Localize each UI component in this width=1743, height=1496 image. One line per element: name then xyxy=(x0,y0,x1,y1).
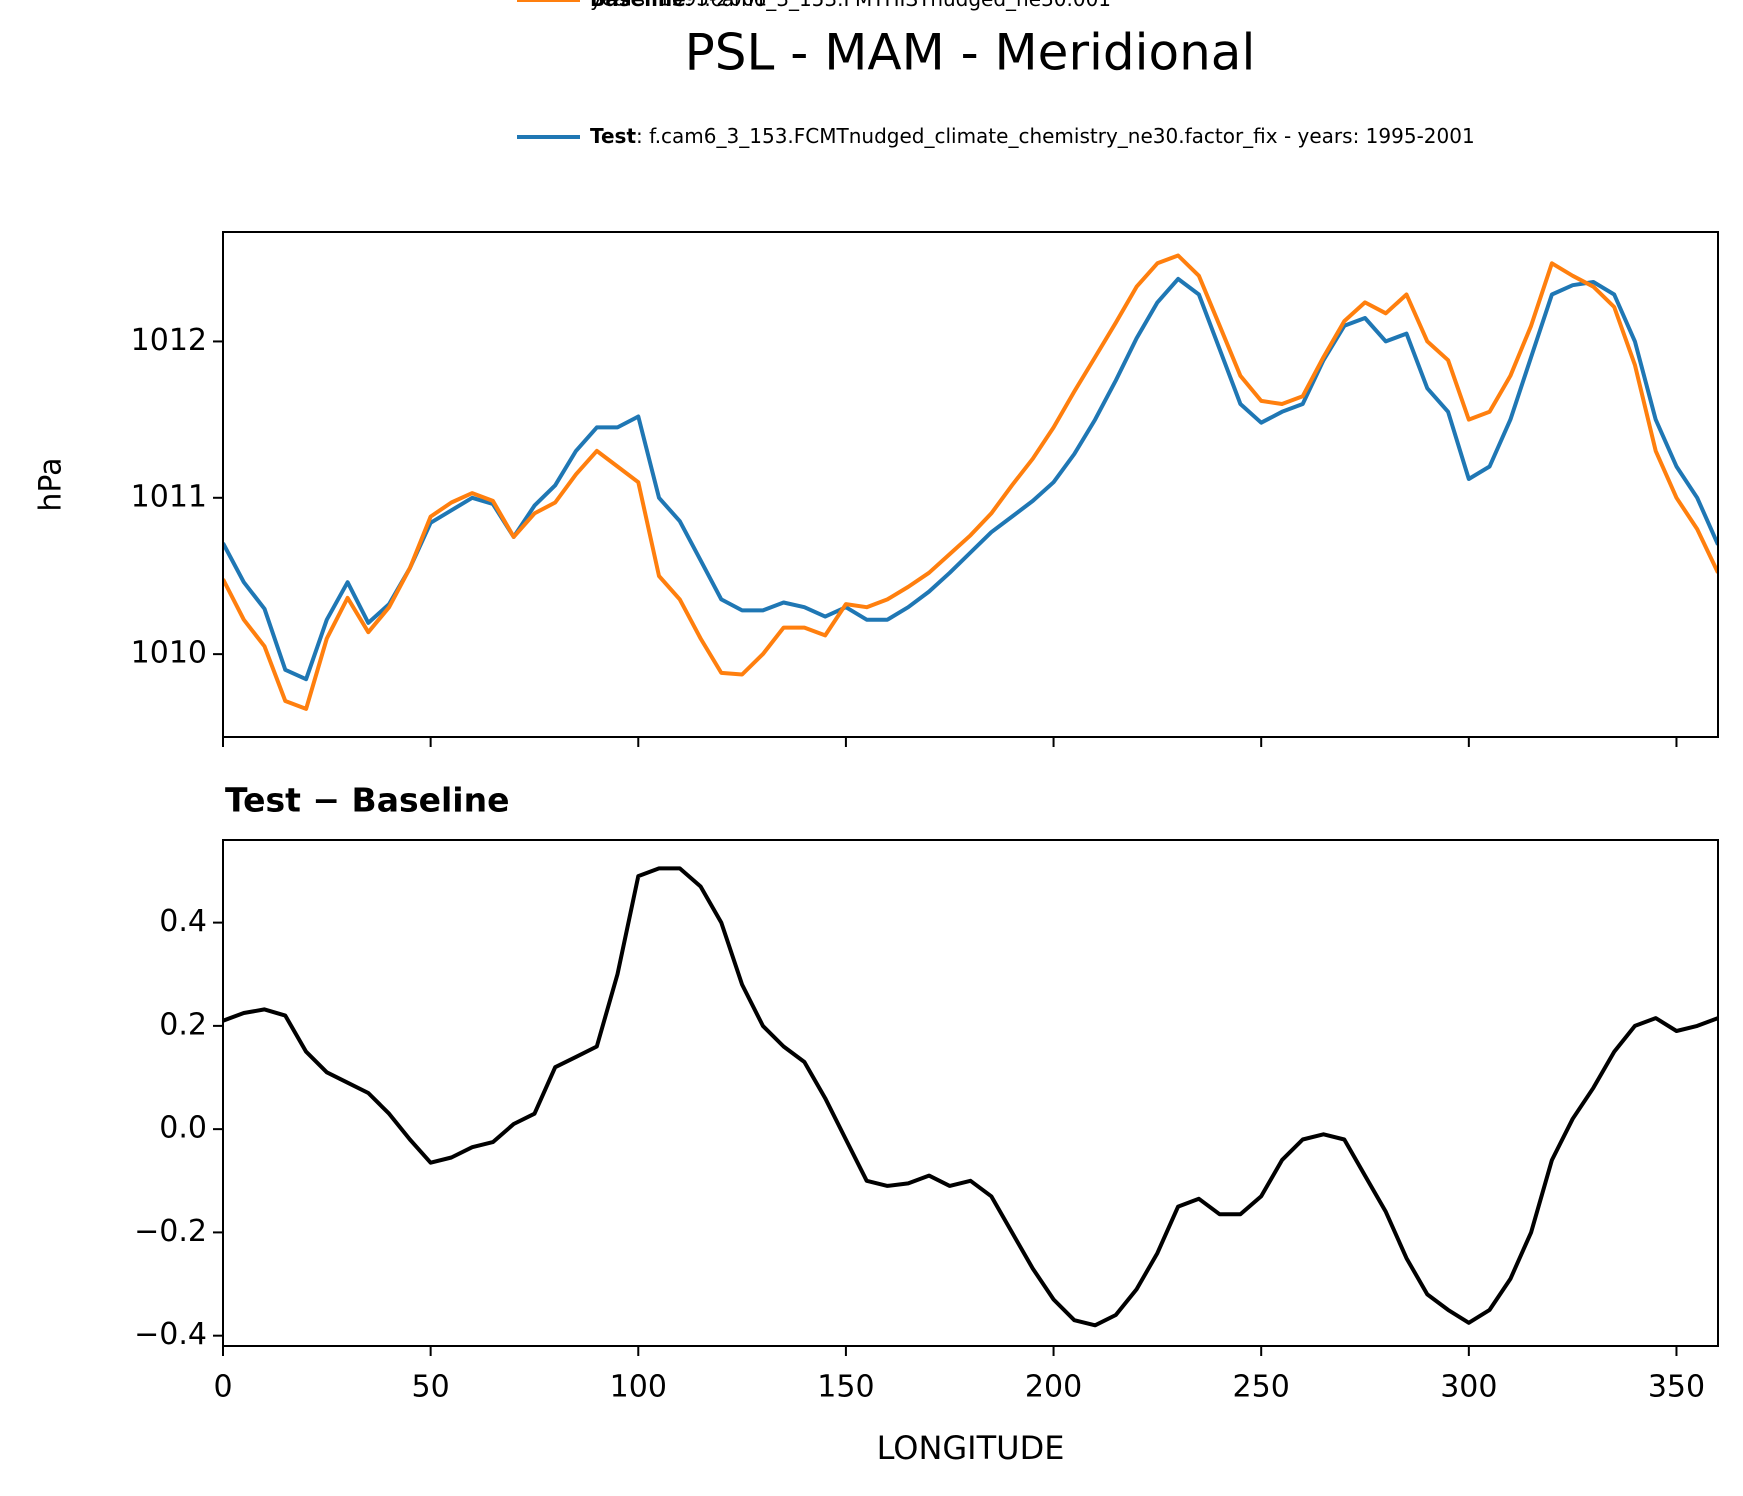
x-tick-label: 50 xyxy=(412,1370,450,1405)
axes-frame xyxy=(222,839,1719,1347)
legend-name: Baseline xyxy=(590,0,686,11)
y-tick-label: 0.0 xyxy=(159,1111,207,1146)
y-axis-label: hPa xyxy=(34,457,69,511)
axes-frame xyxy=(222,231,1719,738)
legend-text: : f.cam6_3_153.FMTHISTnudged_ne30.001 xyxy=(686,0,1111,11)
x-axis-label: LONGITUDE xyxy=(877,1429,1065,1467)
y-tick-label: 1012 xyxy=(131,323,207,358)
x-tick-label: 350 xyxy=(1648,1370,1705,1405)
y-tick-label: −0.4 xyxy=(134,1317,207,1352)
y-tick-label: 0.2 xyxy=(159,1007,207,1042)
data-line xyxy=(223,276,1718,682)
y-tick-label: 1010 xyxy=(131,636,207,671)
x-tick-label: 100 xyxy=(610,1370,667,1405)
legend-text: : f.cam6_3_153.FCMTnudged_climate_chemis… xyxy=(636,124,1475,148)
data-line xyxy=(223,866,1718,1328)
y-tick-label: 1011 xyxy=(131,479,207,514)
y-tick-label: −0.2 xyxy=(134,1214,207,1249)
subplot-title: Test − Baseline xyxy=(225,781,510,820)
x-tick-label: 200 xyxy=(1025,1370,1082,1405)
x-tick-label: 0 xyxy=(213,1370,232,1405)
figure-title: PSL - MAM - Meridional xyxy=(685,24,1256,82)
x-tick-label: 300 xyxy=(1440,1370,1497,1405)
x-tick-label: 250 xyxy=(1233,1370,1290,1405)
legend-name: Test xyxy=(590,124,636,148)
x-tick-label: 150 xyxy=(817,1370,874,1405)
legend-entry: Test: f.cam6_3_153.FCMTnudged_climate_ch… xyxy=(590,124,1475,148)
data-line xyxy=(223,253,1718,711)
y-tick-label: 0.4 xyxy=(159,904,207,939)
legend-text: years: 1995-2001 xyxy=(590,0,767,11)
legend-entry: Baseline: f.cam6_3_153.FMTHISTnudged_ne3… xyxy=(590,0,1111,11)
